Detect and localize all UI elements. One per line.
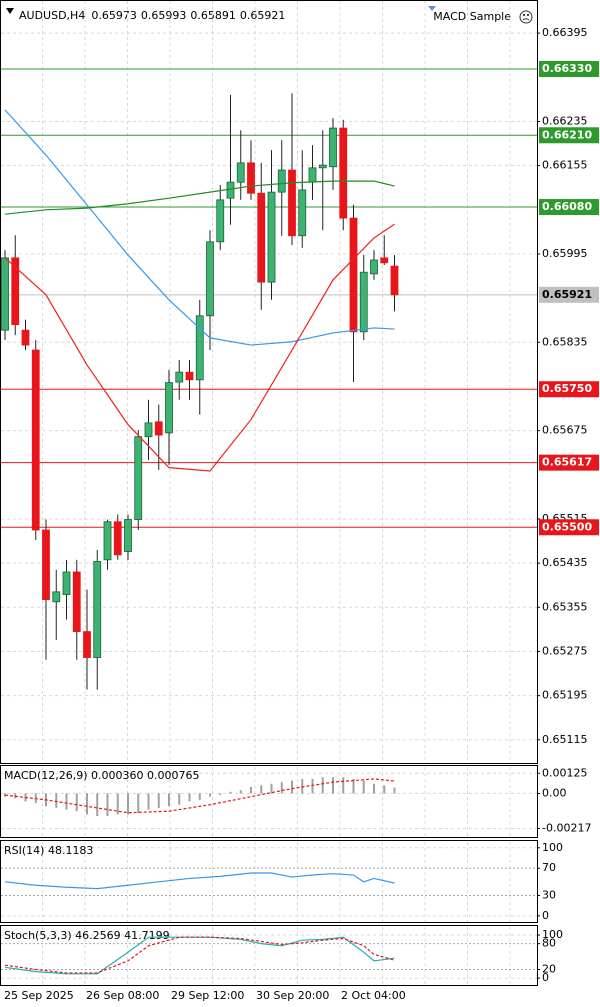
candle-body (144, 422, 153, 438)
candle-body (298, 189, 307, 237)
candle-body (93, 561, 102, 658)
candle-body (236, 162, 245, 183)
y-tick-label: 0.65995 (542, 247, 588, 260)
candle-body (21, 329, 30, 346)
y-tick-label: 0.65435 (542, 556, 588, 569)
y-tick-label: 0.00125 (542, 766, 588, 779)
x-tick-label: 29 Sep 12:00 (171, 989, 244, 1002)
candle-body (349, 217, 358, 333)
candle-body (113, 521, 122, 556)
candle-body (329, 127, 337, 168)
level-label: 0.66330 (542, 62, 592, 75)
menu-arrow[interactable] (6, 8, 14, 14)
panel-title: RSI(14) 48.1183 (4, 844, 93, 857)
y-tick-label: 0.00 (542, 786, 567, 799)
y-tick-label: 30 (542, 888, 556, 901)
level-label: 0.66080 (542, 200, 592, 213)
candle-body (195, 315, 204, 381)
level-box (539, 61, 599, 78)
candle-body (380, 257, 389, 264)
y-tick-label: 70 (542, 861, 556, 874)
y-tick-label: 0.65835 (542, 335, 588, 348)
candle-body (288, 169, 296, 237)
level-label: 0.66210 (542, 128, 592, 141)
x-tick-label: 26 Sep 08:00 (86, 989, 159, 1002)
y-tick-label: 0.66235 (542, 114, 588, 127)
panel-title: MACD(12,26,9) 0.000360 0.000765 (4, 769, 200, 782)
candle-body (185, 371, 194, 381)
y-tick-label: 0.65195 (542, 689, 588, 702)
indicator-line (4, 223, 395, 472)
candle-body (42, 529, 50, 600)
candle-body (103, 521, 112, 561)
candle-body (359, 271, 368, 333)
y-tick-label: 0.65355 (542, 600, 588, 613)
y-tick-label: 0.65115 (542, 733, 588, 746)
y-tick-label: -0.00217 (542, 821, 591, 834)
candle-body (1, 257, 9, 331)
panel-title: Stoch(5,3,3) 46.2569 41.7199 (4, 929, 170, 942)
expert-icon (519, 10, 533, 24)
candle-body (308, 167, 317, 183)
candle-body (206, 241, 214, 317)
candle-body (216, 199, 225, 243)
level-box (539, 454, 599, 471)
y-tick-label: 0 (542, 971, 549, 984)
candle-body (134, 436, 143, 520)
expert-name: MACD Sample (433, 10, 511, 23)
candle-body (52, 591, 61, 603)
x-tick-label: 2 Oct 04:00 (341, 989, 406, 1002)
level-label: 0.65750 (542, 382, 592, 395)
candle-body (83, 631, 91, 658)
y-tick-label: 0.66395 (542, 26, 588, 39)
current-price-box (539, 286, 599, 303)
indicator-line (4, 109, 395, 346)
indicator-line (4, 872, 395, 890)
candle-body (390, 265, 399, 296)
expert-arrow (428, 6, 436, 11)
candle-body (175, 371, 184, 383)
frames (0, 0, 538, 986)
candle-body (247, 162, 255, 194)
candle-body (72, 571, 81, 633)
candle-body (370, 259, 378, 275)
candle-body (154, 421, 163, 436)
candle-body (165, 382, 173, 434)
indicator-line (4, 936, 395, 975)
candle-body (257, 192, 266, 283)
y-tick-label: 0.65675 (542, 424, 588, 437)
candle-body (124, 519, 132, 552)
candle-body (226, 181, 235, 199)
candle-body (267, 191, 276, 283)
candle-body (62, 571, 71, 596)
indicator-line (4, 180, 395, 215)
y-tick-label: 100 (542, 928, 563, 941)
level-box (539, 199, 599, 216)
current-price-label: 0.65921 (542, 288, 592, 301)
level-label: 0.65500 (542, 520, 592, 533)
level-box (539, 519, 599, 536)
x-tick-label: 25 Sep 2025 (4, 989, 74, 1002)
candle-body (31, 349, 40, 531)
y-tick-label: 80 (542, 937, 556, 950)
x-tick-label: 30 Sep 20:00 (256, 989, 329, 1002)
header: AUDUSD,H4 0.65973 0.65993 0.65891 0.65921 (19, 9, 285, 22)
y-tick-label: 0.66155 (542, 159, 588, 172)
candle-body (277, 169, 286, 193)
level-label: 0.65617 (542, 456, 592, 469)
level-box (539, 381, 599, 398)
y-tick-label: 0.65275 (542, 644, 588, 657)
level-box (539, 127, 599, 144)
indicator-line (4, 778, 395, 814)
candle-body (11, 257, 20, 326)
candle-body (318, 164, 327, 169)
y-tick-label: 100 (542, 841, 563, 854)
candle-body (339, 127, 348, 219)
y-tick-label: 20 (542, 962, 556, 975)
indicator-line (4, 936, 395, 974)
y-tick-label: 0 (542, 909, 549, 922)
